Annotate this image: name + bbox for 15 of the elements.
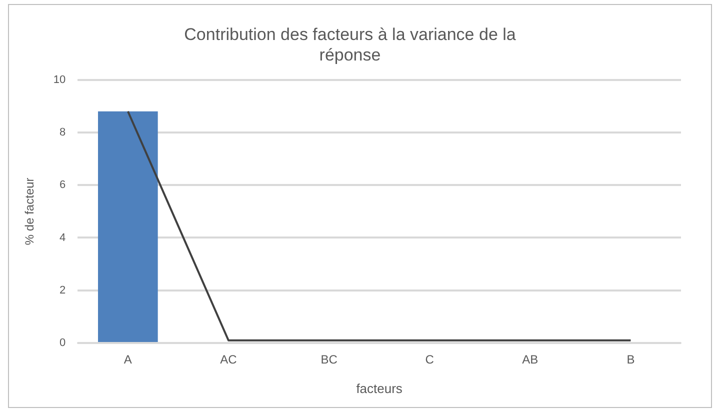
x-tick-label: A [124, 352, 132, 367]
x-tick-label: BC [320, 352, 338, 367]
x-axis-title: facteurs [356, 380, 403, 396]
y-axis-title: % de facteur [22, 178, 37, 246]
y-tick-label: 4 [60, 232, 66, 244]
x-tick-label: AC [220, 352, 238, 367]
y-tick-label: 0 [60, 337, 66, 350]
y-tick-label: 6 [60, 179, 66, 192]
y-tick-label: 2 [60, 284, 66, 296]
y-tick-label: 10 [53, 74, 66, 86]
x-tick-label: B [626, 352, 635, 367]
x-tick-label: C [425, 352, 434, 367]
x-tick-label: AB [522, 352, 538, 367]
chart-title: Contribution des facteurs à la variance de la réponse [184, 24, 516, 64]
y-tick-label: 8 [60, 126, 66, 138]
